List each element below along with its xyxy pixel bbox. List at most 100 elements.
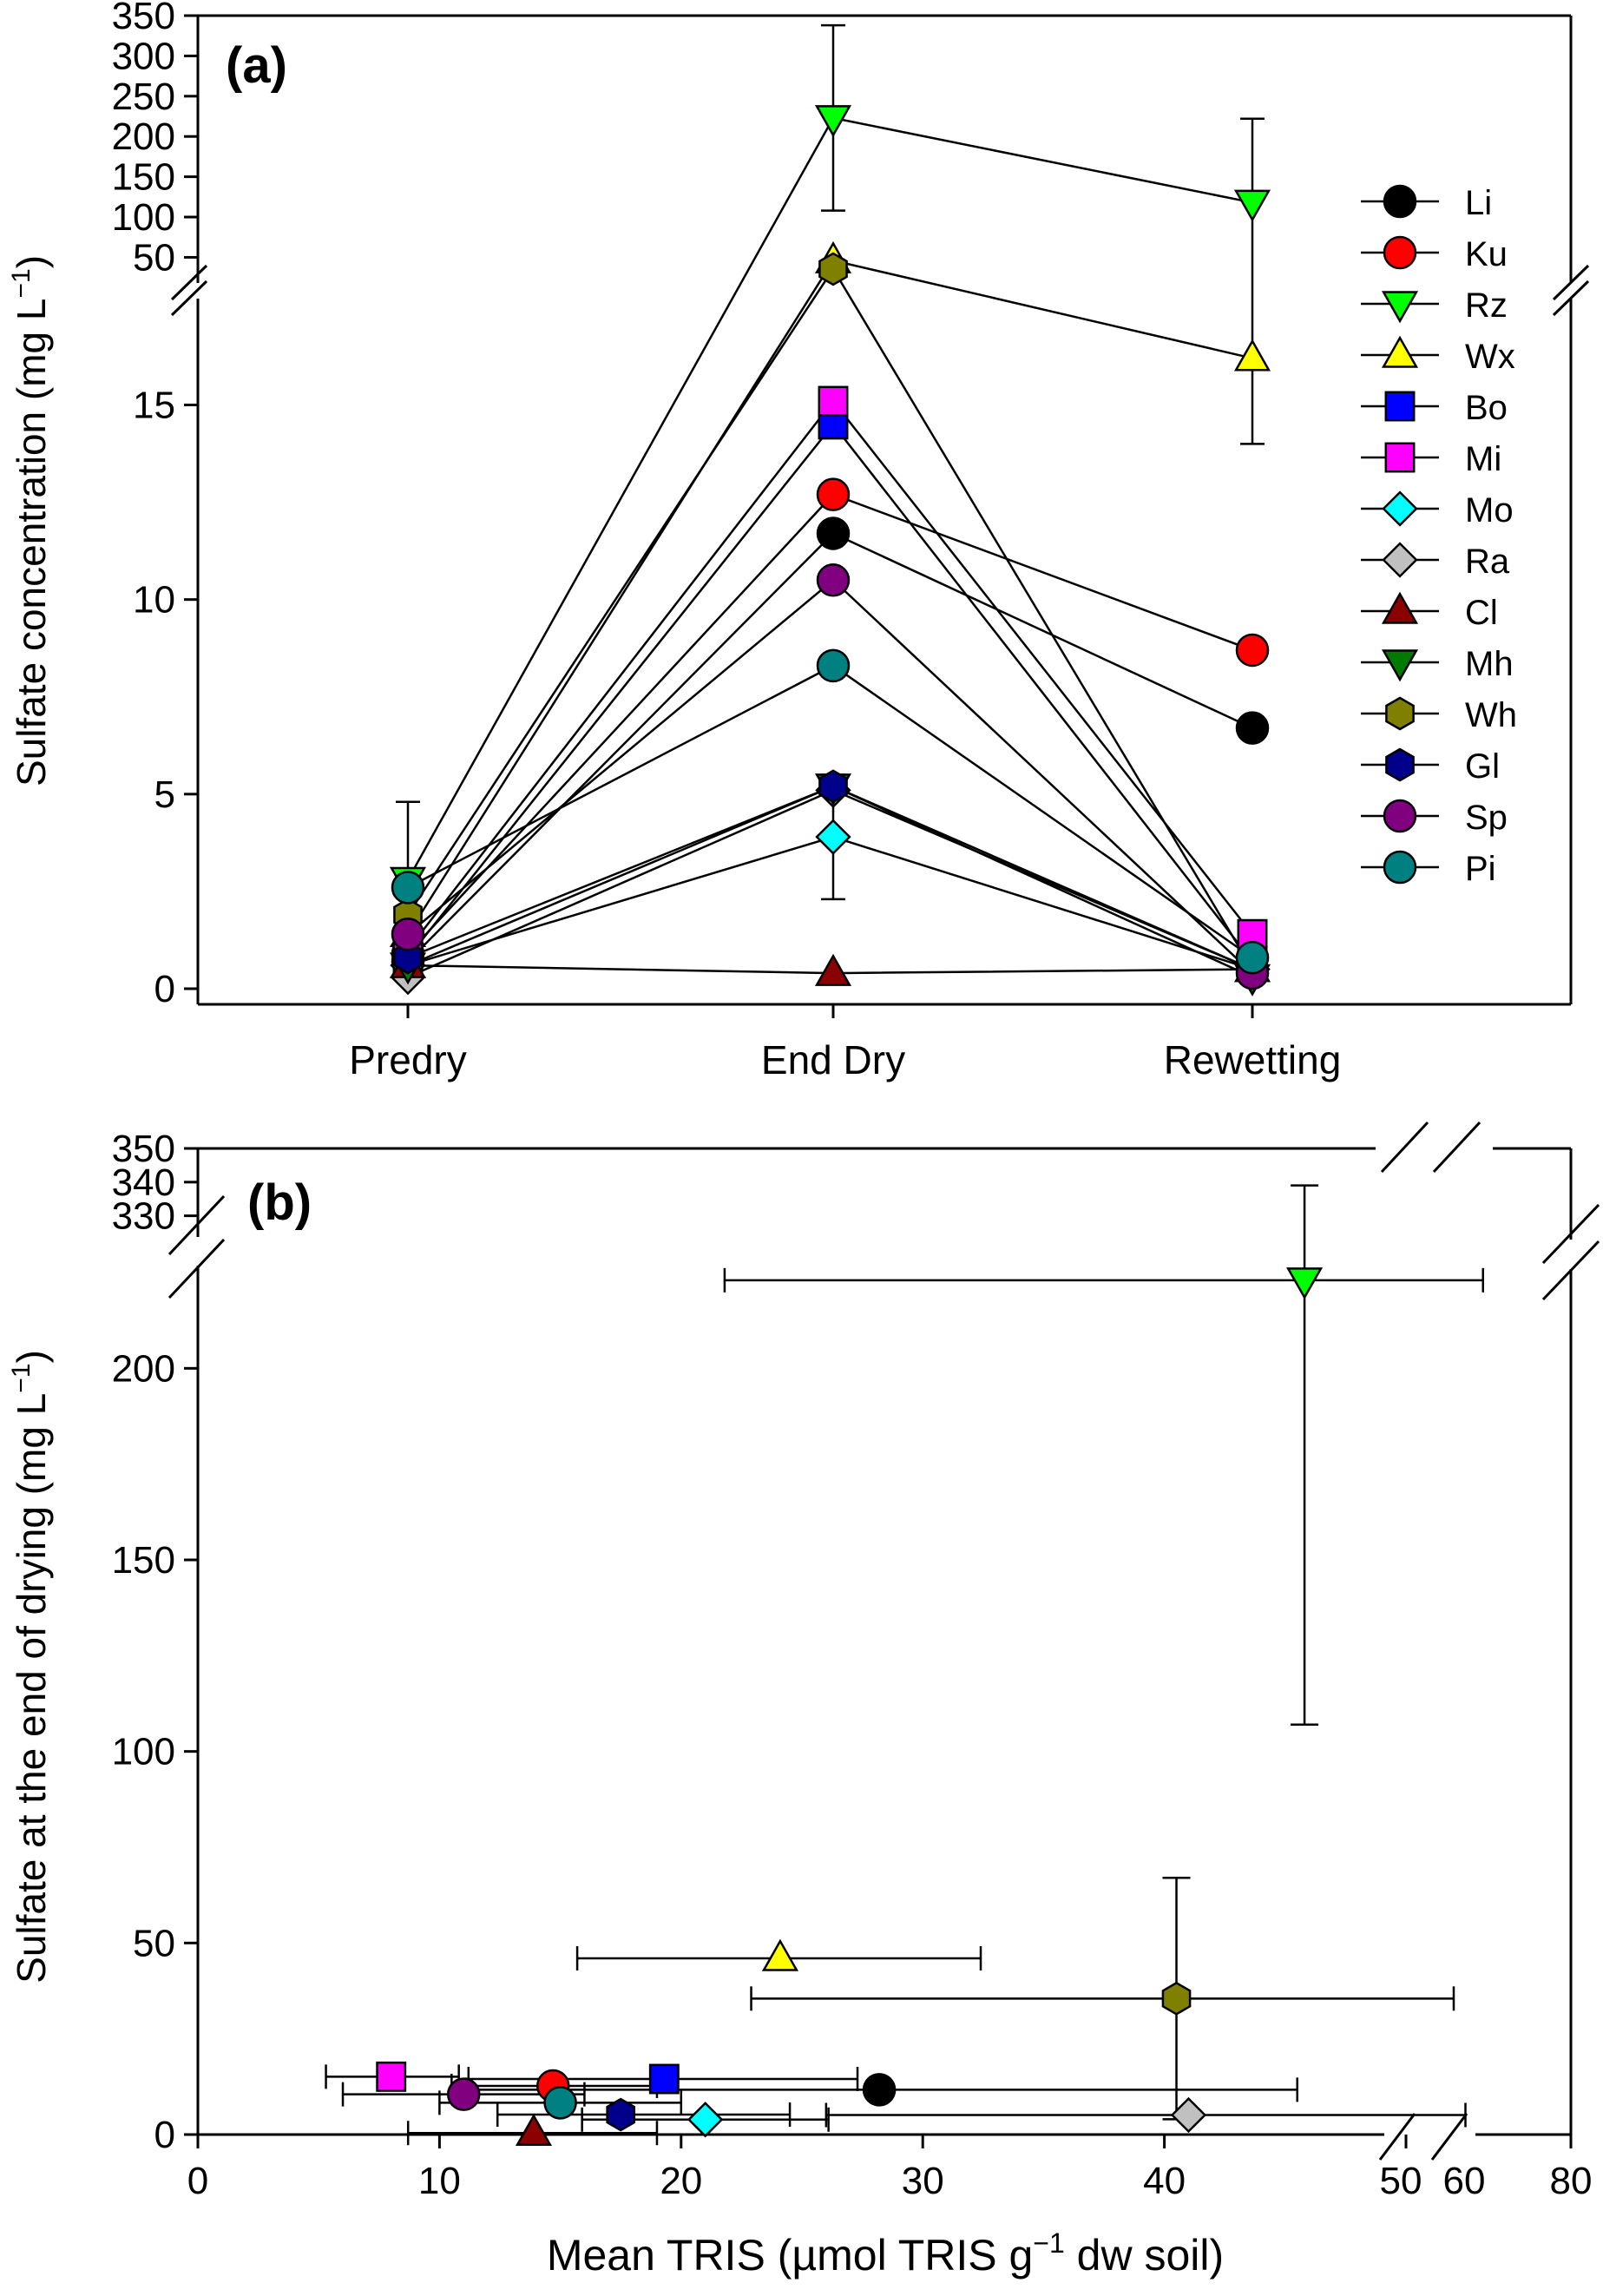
series-line-Mh: [407, 785, 1253, 978]
marker-Cl: [814, 953, 852, 986]
series-line-Mo: [407, 835, 1253, 970]
axis-break-mark: [168, 1194, 226, 1256]
legend-marker-Mh: [1381, 649, 1419, 682]
legend-label-Pi: Pi: [1465, 850, 1496, 888]
point-Sp: [446, 2077, 481, 2111]
legend-label-Rz: Rz: [1465, 286, 1508, 325]
legend-label-Mo: Mo: [1465, 491, 1514, 530]
x-tick-label: 60: [1443, 2160, 1486, 2202]
x-tick-label: 30: [902, 2160, 944, 2202]
x-tick-label: End Dry: [761, 1037, 905, 1082]
panel-a-ylabel: Sulfate concentration (mg L−1): [7, 255, 54, 786]
axis-break-mark: [1378, 2113, 1416, 2161]
panel-b: (b) Sulfate at the end of drying (mg L−1…: [7, 1121, 1600, 2280]
x-tick-label: 40: [1143, 2160, 1186, 2202]
x-tick-label: 20: [660, 2160, 702, 2202]
panel-a: (a) Sulfate concentration (mg L−1) 0 5 10 1…: [7, 0, 1590, 1082]
marker-Li: [1235, 711, 1270, 745]
y-tick-label: 100: [112, 1731, 175, 1773]
marker-Mi: [1237, 918, 1268, 950]
point-Wh: [1161, 1981, 1192, 2016]
point-Gl: [606, 2097, 636, 2132]
legend-marker-Pi: [1383, 850, 1417, 885]
y-tick-label: 350: [112, 1128, 175, 1170]
marker-Pi: [391, 871, 425, 905]
point-Wx: [761, 1938, 798, 1971]
marker-Mo: [815, 819, 851, 855]
marker-Rz: [1233, 189, 1271, 222]
point-Pi: [543, 2086, 577, 2120]
x-tick-label: Predry: [349, 1037, 466, 1082]
legend-label-Gl: Gl: [1465, 747, 1500, 786]
legend-marker-Mi: [1384, 442, 1416, 473]
legend-label-Bo: Bo: [1465, 389, 1508, 427]
axis-break-mark: [1430, 2113, 1468, 2161]
legend-label-Ku: Ku: [1465, 235, 1508, 273]
axis-break-mark: [1432, 1121, 1481, 1174]
y-tick-label: 5: [154, 773, 175, 816]
legend-marker-Wh: [1385, 696, 1415, 731]
axis-break-mark: [1541, 1203, 1600, 1265]
legend-label-Wx: Wx: [1465, 338, 1515, 376]
point-Bo: [648, 2063, 680, 2095]
y-tick-label: 330: [112, 1195, 175, 1238]
legend-marker-Ku: [1383, 235, 1417, 270]
point-Li: [862, 2073, 897, 2107]
marker-Pi: [816, 648, 851, 683]
y-tick-label: 15: [133, 385, 175, 427]
series-line-Li: [407, 531, 1253, 963]
y-tick-label: 0: [154, 2114, 175, 2156]
legend-marker-Li: [1383, 184, 1417, 219]
axis-break-mark: [170, 280, 208, 317]
point-Mi: [376, 2061, 407, 2092]
axis-break-mark: [1552, 264, 1590, 301]
legend-label-Wh: Wh: [1465, 696, 1517, 734]
legend-label-Mi: Mi: [1465, 440, 1501, 478]
series-line-Gl: [407, 785, 1253, 970]
marker-Pi: [1235, 940, 1270, 975]
y-tick-label: 100: [112, 196, 175, 239]
axis-break-mark: [1552, 280, 1590, 317]
y-tick-label: 200: [112, 115, 175, 158]
series-line-Wh: [406, 266, 1254, 970]
legend-marker-Wx: [1381, 335, 1419, 368]
legend-marker-Ra: [1382, 542, 1418, 578]
y-tick-label: 300: [112, 35, 175, 77]
axis-break-mark: [168, 1238, 226, 1299]
y-tick-label: 350: [112, 0, 175, 37]
y-tick-label: 200: [112, 1347, 175, 1390]
x-tick-label: 50: [1380, 2160, 1422, 2202]
panel-b-ylabel: Sulfate at the end of drying (mg L−1): [7, 1350, 54, 1984]
marker-Rz: [814, 105, 852, 138]
panel-b-data: [325, 1184, 1484, 2146]
legend-marker-Sp: [1383, 799, 1417, 833]
legend-label-Ra: Ra: [1465, 543, 1510, 581]
y-tick-label: 0: [154, 968, 175, 1010]
y-tick-label: 340: [112, 1161, 175, 1204]
y-tick-label: 150: [112, 156, 175, 199]
x-tick-label: 0: [187, 2160, 208, 2202]
y-tick-label: 250: [112, 76, 175, 118]
point-Rz: [1286, 1267, 1324, 1300]
legend-label-Cl: Cl: [1465, 594, 1498, 632]
panel-a-label: (a): [226, 37, 287, 94]
axis-break-mark: [170, 264, 208, 301]
marker-Gl: [818, 769, 848, 804]
marker-Ku: [816, 477, 851, 511]
y-tick-label: 150: [112, 1539, 175, 1582]
marker-Sp: [816, 563, 851, 597]
marker-Gl: [393, 940, 423, 975]
point-Mo: [687, 2102, 724, 2138]
axis-break-mark: [1380, 1121, 1429, 1174]
legend-marker-Cl: [1381, 591, 1419, 624]
point-Ra: [1170, 2096, 1207, 2134]
legend-marker-Bo: [1384, 391, 1416, 422]
legend-marker-Rz: [1381, 291, 1419, 324]
legend-marker-Gl: [1385, 747, 1415, 782]
marker-Ku: [1235, 633, 1270, 668]
x-tick-label: 80: [1550, 2160, 1593, 2202]
x-tick-label: Rewetting: [1164, 1037, 1342, 1082]
axis-break-mark: [1541, 1240, 1600, 1301]
legend-label-Li: Li: [1465, 184, 1492, 222]
